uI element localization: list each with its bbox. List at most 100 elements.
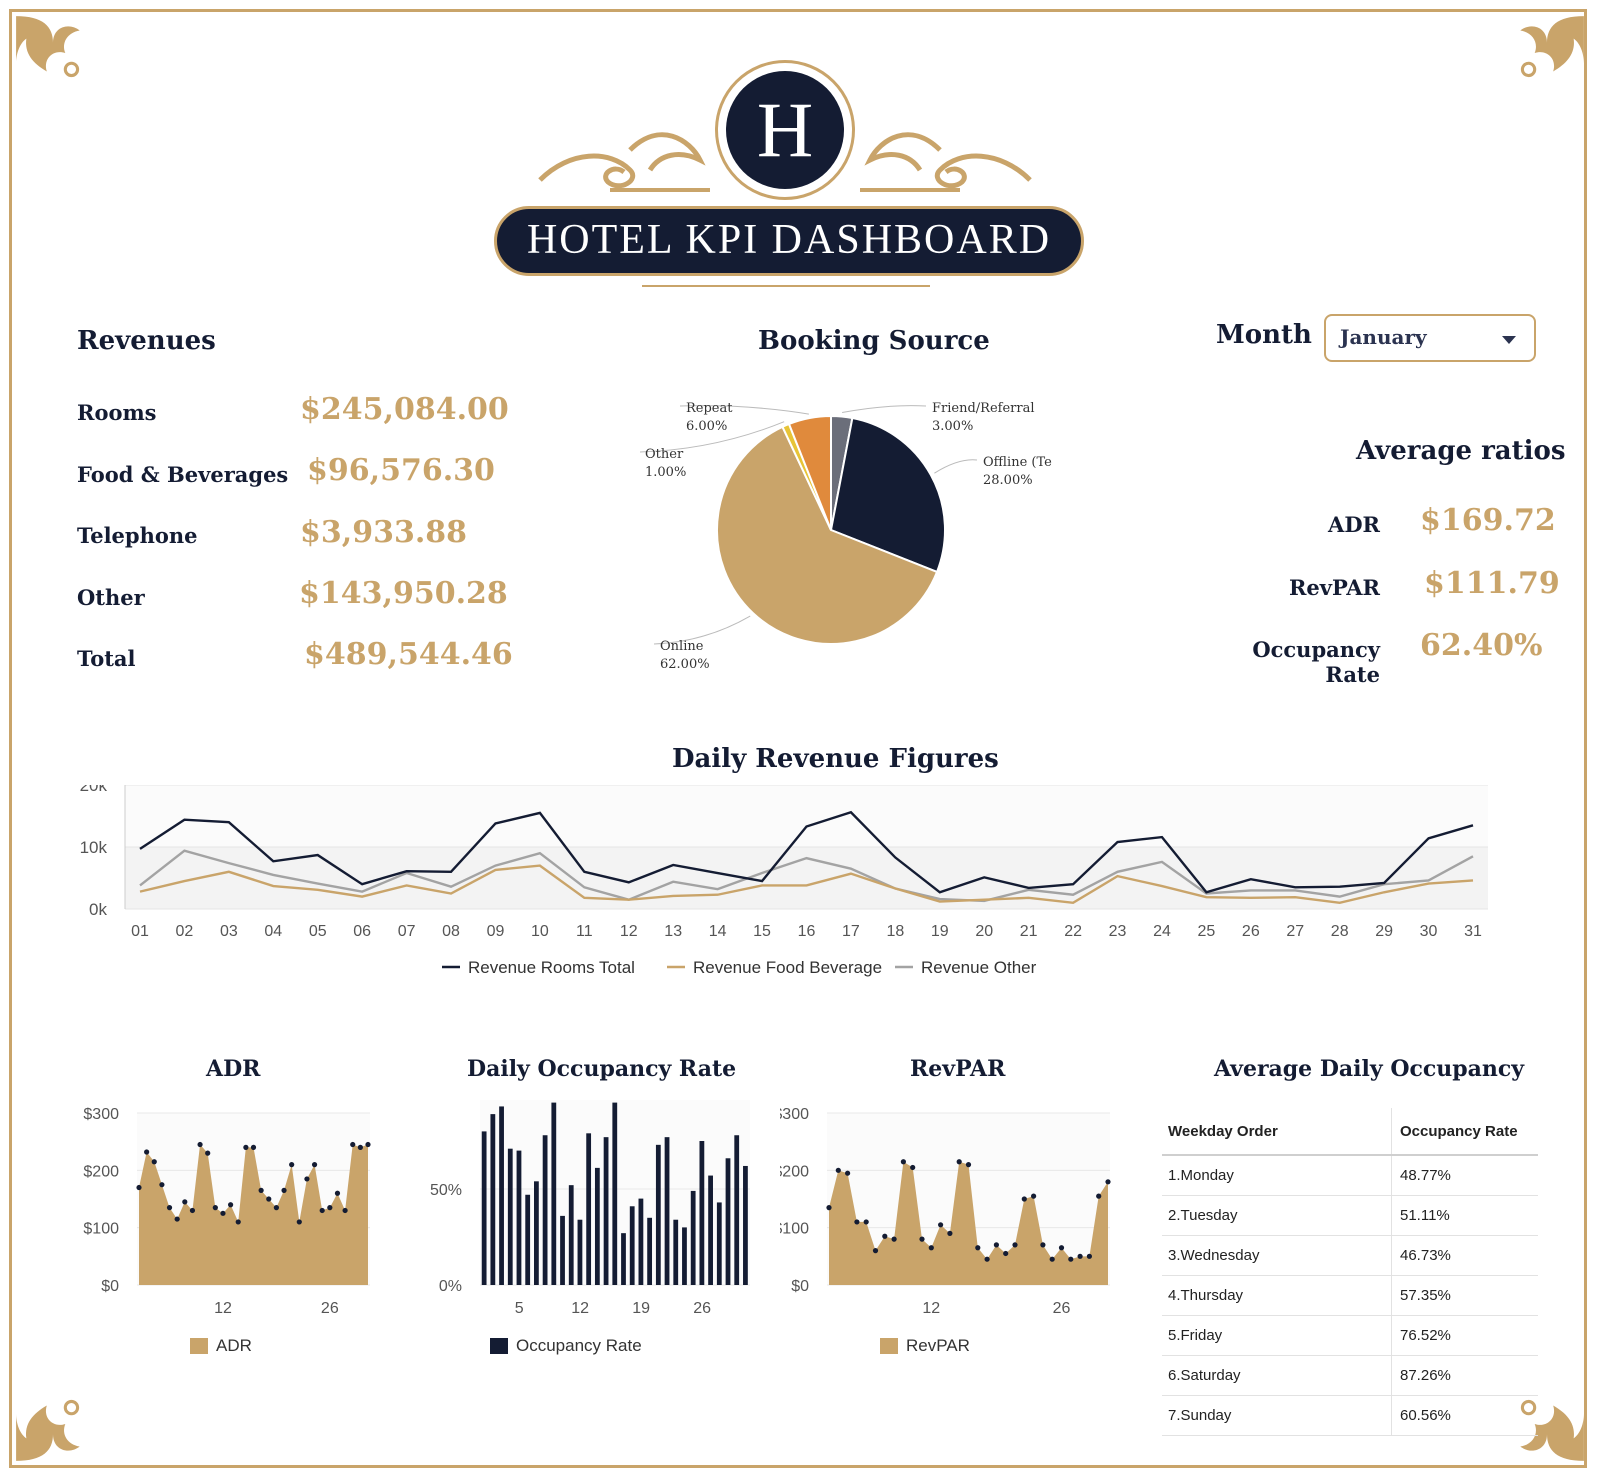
revenue-value-food-beverages: $96,576.30 <box>307 453 495 488</box>
x-tick-label: 19 <box>632 1300 650 1317</box>
data-point <box>1105 1179 1111 1185</box>
x-tick-label: 02 <box>176 923 194 940</box>
pie-slice-percent: 6.00% <box>686 419 727 434</box>
pie-slice-label: Online <box>660 639 704 654</box>
y-tick-label: 0k <box>89 900 107 919</box>
data-point <box>882 1233 888 1239</box>
table-header-row: Weekday Order Occupancy Rate <box>1162 1108 1538 1156</box>
table-cell: 51.11% <box>1400 1207 1450 1224</box>
x-tick-label: 21 <box>1020 923 1038 940</box>
x-tick-label: 13 <box>664 923 682 940</box>
revpar-chart: Revenue Per Available Room$0$100$200$300… <box>780 1106 1111 1355</box>
data-point <box>975 1245 981 1251</box>
x-tick-label: 26 <box>1053 1300 1071 1317</box>
data-point <box>235 1219 241 1225</box>
bar <box>525 1194 531 1285</box>
data-point <box>281 1187 287 1193</box>
table-cell: 5.Friday <box>1162 1316 1392 1355</box>
x-tick-label: 22 <box>1064 923 1082 940</box>
bar <box>612 1102 618 1285</box>
booking-source-title: Booking Source <box>758 326 990 356</box>
x-tick-label: 07 <box>398 923 416 940</box>
x-tick-label: 12 <box>620 923 638 940</box>
x-tick-label: 14 <box>709 923 727 940</box>
x-tick-label: 12 <box>922 1300 940 1317</box>
daily-revenue-chart: 0k 10k 20k 01 02 03 04 05 06 07 08 09 10 11 12 13 14 15 16… <box>80 785 1488 977</box>
bar <box>481 1131 487 1285</box>
legend-label[interactable]: Occupancy Rate <box>516 1336 642 1355</box>
bar <box>629 1206 635 1285</box>
table-cell: 7.Sunday <box>1162 1396 1392 1435</box>
pie-leader-line <box>653 615 751 645</box>
chevron-down-icon[interactable] <box>1502 336 1516 344</box>
ratio-label-revpar: RevPAR <box>1288 575 1380 600</box>
month-dropdown[interactable]: January <box>1324 314 1536 362</box>
y-tick-label: $300 <box>780 1106 809 1123</box>
data-point <box>289 1162 295 1168</box>
bar <box>586 1133 592 1285</box>
header-divider <box>642 285 930 287</box>
x-tick-label: 24 <box>1153 923 1171 940</box>
pie-leader-line <box>842 405 927 414</box>
daily-occupancy-title: Daily Occupancy Rate <box>467 1056 737 1082</box>
y-tick-label: 0% <box>439 1278 462 1295</box>
data-point <box>296 1219 302 1225</box>
y-tick-label: $200 <box>83 1163 119 1180</box>
pie-leader-line <box>934 459 978 474</box>
page-title: HOTEL KPI DASHBOARD <box>494 206 1084 276</box>
bar <box>577 1219 583 1285</box>
data-point <box>891 1236 897 1242</box>
data-point <box>965 1162 972 1168</box>
bar <box>638 1198 644 1285</box>
pie-slice-percent: 28.00% <box>983 473 1033 488</box>
data-point <box>1068 1256 1074 1262</box>
table-cell: 76.52% <box>1400 1327 1451 1344</box>
legend-label[interactable]: ADR <box>216 1336 252 1355</box>
x-tick-label: 5 <box>515 1300 524 1317</box>
data-point <box>151 1159 157 1165</box>
y-tick-label: $0 <box>791 1278 809 1295</box>
bar <box>734 1135 740 1285</box>
bar <box>516 1150 522 1285</box>
x-tick-label: 17 <box>842 923 860 940</box>
table-cell: 48.77% <box>1400 1167 1451 1184</box>
x-tick-label: 23 <box>1109 923 1127 940</box>
table-row: 7.Sunday 60.56% <box>1162 1396 1538 1436</box>
data-point <box>197 1141 203 1148</box>
bar <box>621 1233 626 1285</box>
revenue-label-telephone: Telephone <box>77 523 198 548</box>
table-cell: 6.Saturday <box>1162 1356 1392 1395</box>
x-tick-label: 11 <box>576 923 593 940</box>
legend-label[interactable]: Revenue Other <box>921 958 1037 977</box>
bar <box>682 1227 687 1285</box>
table-cell: 2.Tuesday <box>1162 1196 1392 1235</box>
data-point <box>273 1205 279 1211</box>
bar <box>551 1102 557 1285</box>
data-point <box>1003 1250 1009 1257</box>
table-row: 5.Friday 76.52% <box>1162 1316 1538 1356</box>
x-tick-label: 05 <box>309 923 327 940</box>
data-point <box>854 1219 860 1225</box>
legend-swatch <box>190 1338 208 1354</box>
revenue-value-rooms: $245,084.00 <box>300 392 509 427</box>
data-point <box>327 1205 333 1211</box>
pie-slice-label: Other <box>645 447 684 462</box>
legend-label[interactable]: Revenue Food Beverage <box>693 958 882 977</box>
table-cell: 1.Monday <box>1162 1156 1392 1195</box>
month-selected-value: January <box>1340 325 1427 349</box>
pie-slice-percent: 62.00% <box>660 657 710 672</box>
legend-label[interactable]: Revenue Rooms Total <box>468 958 635 977</box>
y-tick-label: 20k <box>80 785 108 795</box>
bar <box>534 1181 539 1285</box>
corner-ornament-icon <box>16 1399 80 1461</box>
legend-label[interactable]: RevPAR <box>906 1336 970 1355</box>
bar <box>603 1137 609 1285</box>
table-header-weekday: Weekday Order <box>1162 1108 1392 1154</box>
revenue-value-other: $143,950.28 <box>299 576 508 611</box>
data-point <box>1086 1253 1092 1259</box>
data-point <box>1021 1196 1027 1202</box>
data-point <box>319 1207 325 1214</box>
x-tick-label: 12 <box>571 1300 589 1317</box>
revenue-value-total: $489,544.46 <box>304 637 513 672</box>
